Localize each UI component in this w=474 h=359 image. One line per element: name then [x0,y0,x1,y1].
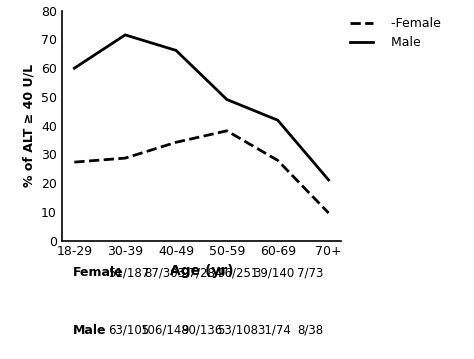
Text: Female: Female [73,266,123,279]
Text: 90/136: 90/136 [181,323,222,337]
Text: 39/140: 39/140 [254,266,295,279]
Text: 97/284: 97/284 [181,266,222,279]
Y-axis label: % of ALT ≥ 40 U/L: % of ALT ≥ 40 U/L [22,64,35,187]
Text: 87/303: 87/303 [145,266,186,279]
Text: 96/251: 96/251 [217,266,258,279]
Text: 106/148: 106/148 [141,323,190,337]
Text: 7/73: 7/73 [297,266,324,279]
Text: 51/187: 51/187 [108,266,149,279]
Text: 63/105: 63/105 [108,323,149,337]
Text: Male: Male [73,323,106,337]
Text: 53/108: 53/108 [217,323,258,337]
X-axis label: Age (yr): Age (yr) [170,264,233,278]
Text: 31/74: 31/74 [257,323,291,337]
Text: 8/38: 8/38 [298,323,324,337]
Legend:   -Female,   Male: -Female, Male [350,17,441,49]
